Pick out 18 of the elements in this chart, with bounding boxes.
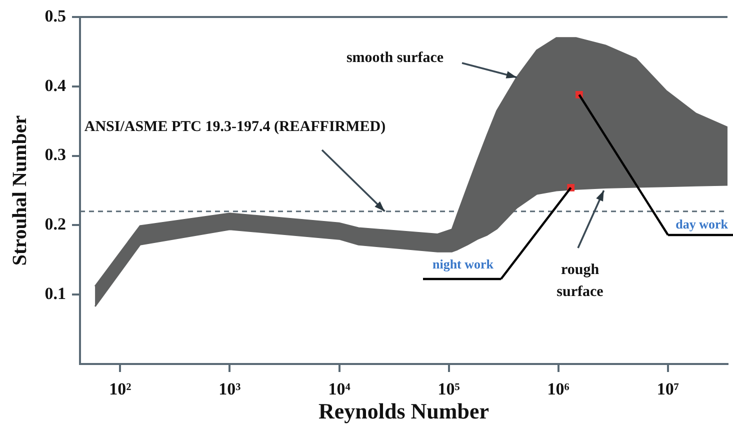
y-tick-label: 0.4 [44,76,66,95]
annotation: smooth surface [346,50,444,66]
y-tick-label: 0.1 [44,284,66,303]
x-tick-label: 10⁴ [328,380,350,399]
x-tick-label: 10³ [218,380,241,399]
x-axis-title: Reynolds Number [318,398,490,424]
y-tick-label: 0.2 [44,214,66,234]
y-tick-label: 0.3 [44,145,66,164]
x-tick-label: 10⁵ [438,380,460,399]
x-tick-label: 10² [109,380,132,399]
annotation: day work [676,216,729,232]
y-axis-title: Strouhal Number [9,115,32,266]
annotation: rough surface [556,262,604,300]
y-tick-label: 0.5 [44,6,66,26]
annotation: ANSI/ASME PTC 19.3-197.4 (REAFFIRMED) [84,118,386,135]
annotation: night work [432,256,494,272]
x-tick-label: 10⁷ [656,380,679,399]
x-tick-label: 10⁶ [547,380,570,399]
